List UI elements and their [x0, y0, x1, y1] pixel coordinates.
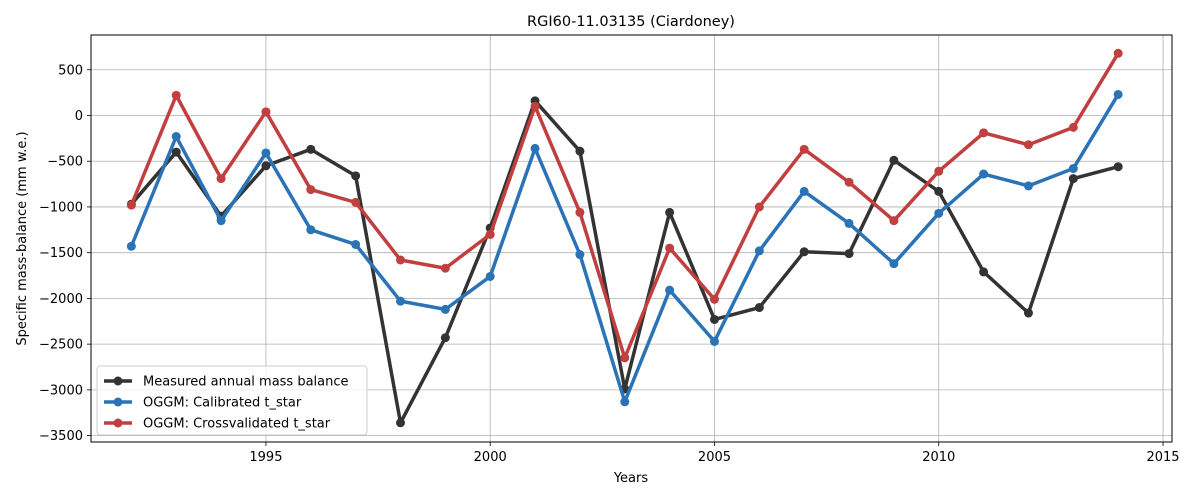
data-point [754, 246, 764, 256]
legend-entry: OGGM: Calibrated t_star [104, 396, 302, 411]
legend-box [96, 365, 368, 436]
data-point [440, 304, 450, 314]
x-tick-label: 2010 [922, 450, 955, 465]
data-point [395, 418, 405, 428]
data-point [575, 250, 585, 260]
legend-entry: Measured annual mass balance [104, 375, 349, 390]
data-point [306, 225, 316, 235]
data-point [216, 174, 226, 184]
data-point [1023, 181, 1033, 191]
y-tick-label: 500 [58, 63, 83, 78]
x-axis: 1995 2000 2005 2010 2015 [249, 442, 1180, 465]
data-point [1113, 48, 1123, 58]
data-point [1023, 308, 1033, 318]
data-point [844, 177, 854, 187]
legend-entry: OGGM: Crossvalidated t_star [104, 417, 331, 432]
data-point [485, 229, 495, 239]
data-point [979, 128, 989, 138]
data-point [395, 296, 405, 306]
data-point [979, 267, 989, 277]
data-point [844, 218, 854, 228]
data-point [799, 186, 809, 196]
legend-label: OGGM: Calibrated t_star [143, 396, 302, 411]
data-point [306, 144, 316, 154]
data-point [889, 259, 899, 269]
x-tick-label: 2015 [1146, 450, 1179, 465]
y-tick-label: −500 [47, 155, 83, 170]
data-point [665, 243, 675, 253]
data-point [216, 216, 226, 226]
data-point [575, 146, 585, 156]
legend-label: OGGM: Crossvalidated t_star [143, 417, 331, 432]
y-axis-label: Specific mass-balance (mm w.e.) [15, 131, 30, 345]
data-point [665, 207, 675, 217]
legend-marker [113, 418, 123, 428]
data-point [620, 397, 630, 407]
data-point [395, 255, 405, 265]
y-tick-label: −3500 [39, 429, 83, 444]
data-point [261, 148, 271, 158]
y-tick-label: −1000 [39, 200, 83, 215]
y-tick-label: −1500 [39, 246, 83, 261]
y-tick-label: −3000 [39, 383, 83, 398]
y-axis: 500 0 −500 −1000 −1500 −2000 −2500 −3000 −3500 [39, 63, 91, 444]
data-point [934, 166, 944, 176]
data-point [171, 90, 181, 100]
data-point [799, 144, 809, 154]
x-tick-label: 2000 [474, 450, 507, 465]
x-tick-label: 1995 [249, 450, 282, 465]
data-point [934, 208, 944, 218]
legend-marker [113, 376, 123, 386]
data-point [126, 200, 136, 210]
data-point [1068, 122, 1078, 132]
data-point [799, 247, 809, 257]
data-point [440, 263, 450, 273]
chart-title: RGI60-11.03135 (Ciardoney) [527, 14, 735, 30]
data-point [934, 186, 944, 196]
series-layer [126, 48, 1123, 428]
data-point [171, 132, 181, 142]
data-point [575, 207, 585, 217]
data-point [1068, 174, 1078, 184]
data-point [754, 202, 764, 212]
data-point [261, 107, 271, 117]
legend-marker [113, 397, 123, 407]
series-3 [126, 48, 1123, 363]
data-point [889, 216, 899, 226]
data-point [1113, 89, 1123, 99]
data-point [306, 185, 316, 195]
data-point [530, 143, 540, 153]
legend: Measured annual mass balance OGGM: Calibr… [96, 365, 368, 436]
data-point [620, 353, 630, 363]
data-point [440, 333, 450, 343]
y-tick-label: −2500 [39, 338, 83, 353]
data-point [979, 169, 989, 179]
data-point [709, 294, 719, 304]
plot-frame [90, 34, 1173, 443]
data-point [485, 271, 495, 281]
series-2 [126, 89, 1123, 407]
data-point [171, 147, 181, 157]
data-point [261, 161, 271, 171]
legend-label: Measured annual mass balance [143, 375, 349, 390]
data-point [126, 241, 136, 251]
y-tick-label: −2000 [39, 292, 83, 307]
data-point [530, 101, 540, 111]
data-point [665, 285, 675, 295]
data-point [1113, 162, 1123, 172]
y-tick-label: 0 [75, 109, 83, 124]
data-point [754, 303, 764, 313]
x-axis-label: Years [613, 471, 649, 486]
data-point [709, 314, 719, 324]
x-tick-label: 2005 [698, 450, 731, 465]
data-point [709, 336, 719, 346]
data-point [351, 197, 361, 207]
data-point [1068, 164, 1078, 174]
data-point [1023, 140, 1033, 150]
data-point [351, 239, 361, 249]
data-point [351, 171, 361, 181]
data-point [844, 249, 854, 259]
data-point [889, 155, 899, 165]
